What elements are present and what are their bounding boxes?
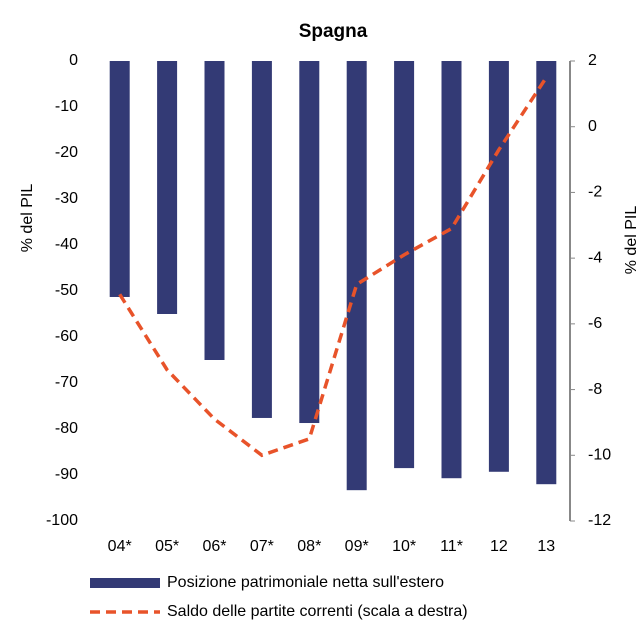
legend-swatch: [90, 578, 160, 588]
x-tick-label: 06*: [202, 538, 226, 555]
bar: [394, 61, 415, 469]
y-tick-label: -60: [55, 328, 78, 345]
bar: [157, 61, 178, 314]
y2-tick-label: -2: [588, 184, 602, 201]
y2-tick-label: 2: [588, 52, 597, 69]
x-tick-label: 11*: [440, 538, 463, 555]
y2-tick-label: -10: [588, 447, 611, 464]
y2-tick-label: -6: [588, 315, 602, 332]
legend-label: Posizione patrimoniale netta sull'estero: [167, 574, 444, 591]
line: [118, 76, 548, 458]
bar: [488, 61, 509, 472]
x-tick-label: 09*: [345, 538, 369, 555]
y-tick-label: -10: [55, 98, 78, 115]
y-tick-label: -90: [55, 466, 78, 483]
y-tick-label: -40: [55, 236, 78, 253]
y2-axis-label: % del PIL: [623, 206, 640, 275]
y-tick-label: -30: [55, 190, 78, 207]
x-tick-label: 04*: [108, 538, 132, 555]
bar: [536, 61, 557, 485]
y-tick-label: -20: [55, 144, 78, 161]
legend-label: Saldo delle partite correnti (scala a de…: [167, 603, 468, 620]
x-tick-label: 08*: [297, 538, 321, 555]
y-tick-label: -80: [55, 420, 78, 437]
bar: [346, 61, 367, 491]
bar: [251, 61, 272, 418]
x-tick-label: 05*: [155, 538, 179, 555]
x-tick-label: 12: [490, 538, 508, 555]
y2-tick-label: -4: [588, 249, 602, 266]
bar: [299, 61, 320, 424]
y-tick-label: 0: [69, 52, 78, 69]
chart-title: Spagna: [299, 21, 368, 42]
y-tick-label: -50: [55, 282, 78, 299]
y2-tick-label: 0: [588, 118, 597, 135]
y-tick-label: -100: [46, 512, 78, 529]
y2-tick-label: -12: [588, 512, 611, 529]
y-tick-label: -70: [55, 374, 78, 391]
y2-tick-label: -8: [588, 381, 602, 398]
bar: [441, 61, 462, 479]
x-tick-label: 13: [537, 538, 555, 555]
y-axis-label: % del PIL: [19, 184, 36, 253]
x-tick-label: 10*: [392, 538, 416, 555]
bar: [204, 61, 225, 360]
bar: [109, 61, 130, 297]
x-tick-label: 07*: [250, 538, 274, 555]
